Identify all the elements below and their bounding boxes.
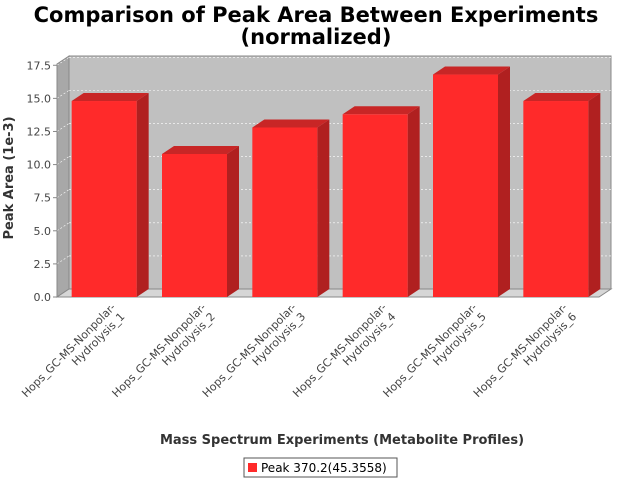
- bar-side: [588, 93, 601, 298]
- bar-top: [252, 119, 330, 128]
- gridlines: [56, 56, 611, 265]
- x-tick-label-line: Hops_GC-MS-Nonpolar-: [471, 301, 570, 400]
- bar-side: [498, 66, 510, 298]
- bar: [71, 93, 149, 298]
- bar-front: [71, 101, 137, 298]
- bar-front: [523, 101, 589, 298]
- bar-top: [162, 145, 239, 154]
- chart-title-line-2: (normalized): [241, 25, 392, 49]
- chart-title-line-1: Comparison of Peak Area Between Experime…: [34, 3, 599, 27]
- bar-front: [342, 114, 408, 297]
- x-tick-label-line: Hops_GC-MS-Nonpolar-: [110, 301, 209, 400]
- bar-front: [162, 153, 227, 297]
- x-tick-label-line: Hops_GC-MS-Nonpolar-: [200, 301, 299, 400]
- legend-box: [243, 457, 398, 478]
- bar-front: [252, 127, 318, 297]
- x-tick-label-line: Hops_GC-MS-Nonpolar-: [381, 301, 480, 400]
- legend-swatch: [248, 463, 257, 472]
- bar-side: [136, 93, 149, 298]
- x-tick-label-line: Hops_GC-MS-Nonpolar-: [19, 301, 118, 400]
- y-tick-label: 0.0: [34, 291, 52, 304]
- x-axis-labels: Hops_GC-MS-Nonpolar-Hydrolysis_1Hops_GC-…: [19, 301, 579, 409]
- bar: [342, 106, 420, 297]
- x-tick-label-line: Hops_GC-MS-Nonpolar-: [290, 301, 389, 400]
- y-axis: 0.0 2.5 5.0 7.5 10.0 12.5 15.0 17.5: [27, 59, 58, 304]
- bars: [71, 66, 601, 298]
- bar-top: [342, 106, 420, 115]
- y-tick-label: 15.0: [27, 92, 52, 105]
- gridline: [56, 90, 70, 99]
- gridline: [56, 189, 70, 198]
- y-tick-label: 10.0: [27, 159, 52, 172]
- y-tick-label: 12.5: [27, 125, 52, 138]
- gridline: [56, 123, 70, 132]
- y-tick-label: 2.5: [34, 258, 52, 271]
- bar-side: [407, 106, 420, 297]
- gridline: [56, 156, 70, 165]
- bar-top: [71, 93, 149, 102]
- legend-label: Peak 370.2(45.3558): [261, 461, 387, 475]
- bar: [523, 93, 601, 298]
- gridline: [56, 255, 70, 265]
- bar-side: [227, 145, 239, 297]
- bar-front: [433, 74, 498, 298]
- bar-top: [523, 93, 601, 102]
- bar: [433, 66, 510, 298]
- x-axis-title: Mass Spectrum Experiments (Metabolite Pr…: [160, 433, 524, 448]
- y-tick-label: 17.5: [27, 59, 52, 72]
- x-tick-label: Hops_GC-MS-Nonpolar-Hydrolysis_6: [471, 301, 579, 409]
- gridline: [56, 222, 70, 232]
- y-tick-label: 5.0: [34, 225, 52, 238]
- bar-top: [433, 66, 510, 75]
- y-tick-label: 7.5: [34, 192, 52, 205]
- bar: [252, 119, 330, 297]
- y-axis-title: Peak Area (1e-3): [2, 116, 17, 239]
- bar-side: [317, 119, 330, 297]
- plot-left-wall: [56, 55, 70, 298]
- gridline: [56, 57, 70, 66]
- bar: [162, 145, 239, 297]
- legend: Peak 370.2(45.3558): [243, 457, 398, 478]
